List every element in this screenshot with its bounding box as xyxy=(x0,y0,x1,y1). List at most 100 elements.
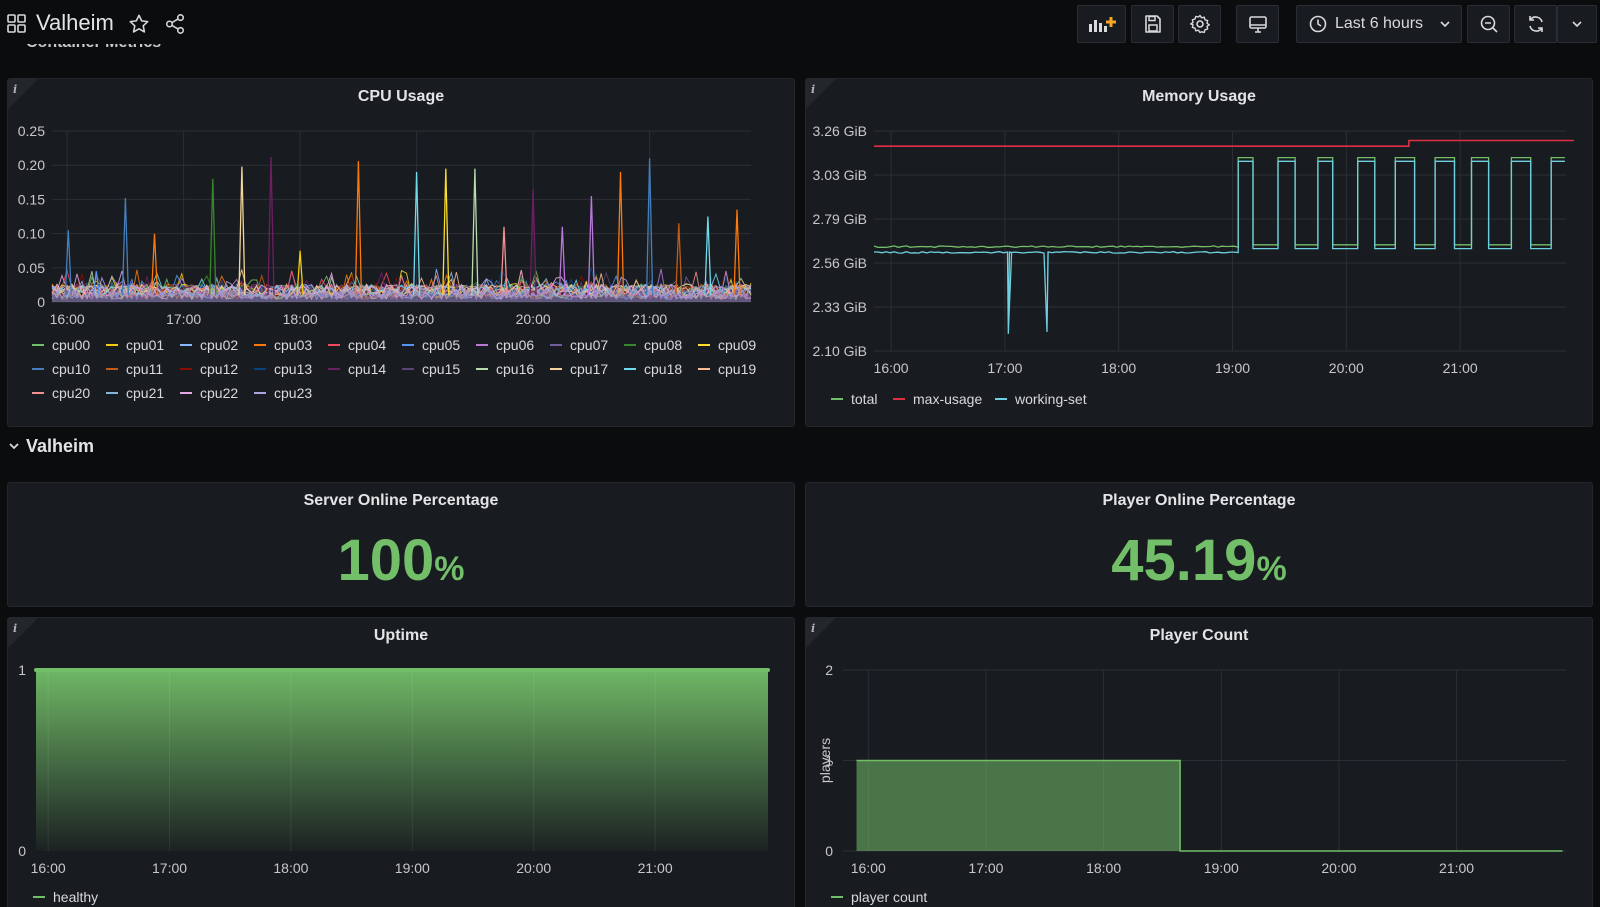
section-title: Valheim xyxy=(26,435,95,456)
legend-item-cpu01[interactable]: cpu01 xyxy=(106,337,164,353)
share-icon[interactable] xyxy=(164,13,186,35)
legend-item-cpu04[interactable]: cpu04 xyxy=(328,337,386,353)
series-line-player-count xyxy=(856,759,1563,852)
legend-label: cpu13 xyxy=(274,361,313,377)
y-tick-label: 1 xyxy=(18,662,26,678)
y-tick-label: 2.56 GiB xyxy=(813,255,867,271)
legend-item-cpu13[interactable]: cpu13 xyxy=(254,361,312,377)
add-panel-button[interactable] xyxy=(1077,5,1126,43)
player-online-value: 45.19% xyxy=(1111,528,1287,593)
legend-item-cpu16[interactable]: cpu16 xyxy=(476,361,534,377)
legend-item-cpu15[interactable]: cpu15 xyxy=(402,361,460,377)
x-tick-label: 16:00 xyxy=(31,860,66,876)
panel-title[interactable]: CPU Usage xyxy=(357,88,445,105)
zoom-out-button[interactable] xyxy=(1467,5,1510,43)
top-bar: Valheim xyxy=(0,0,1600,51)
legend-item-cpu17[interactable]: cpu17 xyxy=(550,361,608,377)
cpu-usage-chart[interactable]: 0.25 0.20 0.15 0.10 0.05 0 16:00 17:00 18:00 19:0… xyxy=(8,79,795,427)
legend-item-cpu05[interactable]: cpu05 xyxy=(402,337,460,353)
series-line-total xyxy=(873,156,1565,249)
legend-item-cpu23[interactable]: cpu23 xyxy=(254,385,312,401)
legend-item-cpu11[interactable]: cpu11 xyxy=(106,361,163,377)
memory-usage-chart[interactable]: 3.26 GiB 3.03 GiB 2.79 GiB 2.56 GiB 2.33 GiB… xyxy=(806,79,1593,427)
y-tick-label: 0.25 xyxy=(18,123,45,139)
player-online-panel: Player Online Percentage 45.19% xyxy=(805,482,1593,607)
spike-cpu18 xyxy=(412,171,421,296)
refresh-button[interactable] xyxy=(1514,5,1557,43)
legend-swatch xyxy=(254,368,266,370)
legend-item-cpu21[interactable]: cpu21 xyxy=(106,385,164,401)
x-tick-label: 19:00 xyxy=(1204,860,1239,876)
legend-label: cpu08 xyxy=(644,337,683,353)
panel-info-corner[interactable] xyxy=(8,618,38,648)
gear-icon xyxy=(1189,14,1210,34)
legend-item-cpu02[interactable]: cpu02 xyxy=(180,337,238,353)
legend-label: cpu06 xyxy=(496,337,535,353)
info-icon[interactable]: i xyxy=(811,622,816,635)
info-icon[interactable]: i xyxy=(811,83,816,96)
x-tick-label: 20:00 xyxy=(516,311,551,327)
legend-label: cpu07 xyxy=(570,337,609,353)
legend-item-cpu08[interactable]: cpu08 xyxy=(624,337,682,353)
refresh-interval-dropdown[interactable] xyxy=(1557,5,1597,43)
y-axis-label: players xyxy=(817,738,833,783)
uptime-chart[interactable]: 1 0 16:00 17:00 18:00 19:00 20:00 21:00 xyxy=(8,618,795,907)
y-tick-label: 3.03 GiB xyxy=(813,167,867,183)
player-count-chart[interactable]: 2 1 0 16:00 17:00 18:00 19:00 20:00 21:00 players xyxy=(806,618,1593,907)
legend-item-cpu00[interactable]: cpu00 xyxy=(32,337,90,353)
legend-swatch xyxy=(32,344,44,346)
panel-title[interactable]: Uptime xyxy=(373,627,429,644)
legend-item-healthy[interactable]: healthy xyxy=(33,889,98,905)
legend-label: cpu17 xyxy=(570,361,609,377)
legend-swatch xyxy=(624,368,636,370)
panel-info-corner[interactable] xyxy=(806,618,836,648)
panel-title[interactable]: Memory Usage xyxy=(1142,88,1256,105)
legend-item-cpu03[interactable]: cpu03 xyxy=(254,337,312,353)
y-tick-label: 0.15 xyxy=(18,191,45,207)
star-icon[interactable] xyxy=(128,13,150,35)
legend-swatch xyxy=(328,368,340,370)
spike-cpu03 xyxy=(733,209,741,296)
legend-item-cpu18[interactable]: cpu18 xyxy=(624,361,682,377)
info-icon[interactable]: i xyxy=(13,622,18,635)
legend-item-cpu10[interactable]: cpu10 xyxy=(32,361,90,377)
y-tick-label: 0.20 xyxy=(18,157,45,173)
legend-item-cpu14[interactable]: cpu14 xyxy=(328,361,386,377)
area-healthy xyxy=(36,670,768,851)
legend-item-working-set[interactable]: working-set xyxy=(995,391,1087,407)
tv-mode-button[interactable] xyxy=(1236,5,1279,43)
legend-item-total[interactable]: total xyxy=(831,391,877,407)
dashboard-grid-icon[interactable] xyxy=(7,14,27,34)
legend-label: total xyxy=(851,391,878,407)
dashboard-title[interactable]: Valheim xyxy=(36,10,114,35)
legend-label: cpu09 xyxy=(718,337,757,353)
spike-cpu05 xyxy=(92,271,100,296)
spike-cpu03 xyxy=(150,233,159,296)
panel-info-corner[interactable] xyxy=(8,79,38,109)
settings-button[interactable] xyxy=(1178,5,1221,43)
legend-swatch xyxy=(402,344,414,346)
spike-cpu18 xyxy=(704,216,712,296)
panel-info-corner[interactable] xyxy=(806,79,836,109)
legend-item-cpu07[interactable]: cpu07 xyxy=(550,337,608,353)
legend-item-cpu12[interactable]: cpu12 xyxy=(180,361,238,377)
legend-swatch xyxy=(180,368,192,370)
spike-cpu06 xyxy=(587,195,596,296)
save-dashboard-button[interactable] xyxy=(1131,5,1174,43)
legend-item-cpu22[interactable]: cpu22 xyxy=(180,385,238,401)
legend-item-cpu19[interactable]: cpu19 xyxy=(698,361,756,377)
panel-title[interactable]: Player Online Percentage xyxy=(1102,492,1296,509)
legend-item-cpu20[interactable]: cpu20 xyxy=(32,385,90,401)
time-range-picker[interactable]: Last 6 hours xyxy=(1296,5,1462,43)
cpu-area-fill xyxy=(52,288,751,302)
section-row-valheim[interactable]: Valheim xyxy=(8,433,94,459)
legend-item-max-usage[interactable]: max-usage xyxy=(893,391,982,407)
legend-item-cpu06[interactable]: cpu06 xyxy=(476,337,534,353)
panel-title[interactable]: Server Online Percentage xyxy=(303,492,499,509)
panel-title[interactable]: Player Count xyxy=(1149,627,1249,644)
x-tick-label: 19:00 xyxy=(1215,360,1250,376)
legend-item-cpu09[interactable]: cpu09 xyxy=(698,337,756,353)
info-icon[interactable]: i xyxy=(13,83,18,96)
legend-item-player-count[interactable]: player count xyxy=(831,889,927,905)
spike-cpu10 xyxy=(64,230,72,296)
